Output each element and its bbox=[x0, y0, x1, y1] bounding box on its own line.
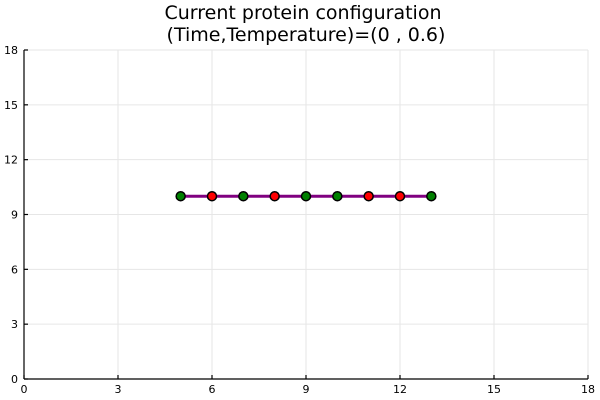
x-tick-label-2: 6 bbox=[209, 383, 216, 396]
residue-point-8 bbox=[426, 190, 437, 202]
x-tick-label-4: 12 bbox=[393, 383, 407, 396]
residue-point-7 bbox=[394, 190, 406, 202]
x-tick-label-3: 9 bbox=[303, 383, 310, 396]
x-tick-label-6: 18 bbox=[581, 383, 595, 396]
tick-labels: 0 3 6 9 12 15 18 0 3 6 9 12 15 18 bbox=[4, 44, 595, 396]
axes bbox=[23, 49, 589, 380]
chart-subtitle: (Time,Temperature)=(0 , 0.6) bbox=[167, 24, 446, 46]
residue-point-4 bbox=[300, 190, 312, 202]
y-tick-label-6: 18 bbox=[4, 44, 18, 57]
y-tick-label-3: 9 bbox=[11, 209, 18, 222]
grid bbox=[23, 49, 589, 380]
x-tick-label-0: 0 bbox=[21, 383, 28, 396]
residue-point-5 bbox=[332, 190, 343, 202]
residue-markers bbox=[175, 190, 437, 202]
chart-title: Current protein configuration bbox=[164, 2, 441, 24]
residue-point-6 bbox=[363, 190, 374, 202]
y-tick-label-0: 0 bbox=[11, 373, 18, 386]
residue-point-1 bbox=[206, 190, 218, 202]
y-tick-label-5: 15 bbox=[4, 99, 18, 112]
y-tick-label-2: 6 bbox=[11, 263, 18, 276]
y-tick-label-1: 3 bbox=[11, 318, 18, 331]
residue-point-2 bbox=[238, 190, 249, 202]
x-tick-label-1: 3 bbox=[115, 383, 122, 396]
residue-point-0 bbox=[175, 190, 186, 202]
y-tick-label-4: 12 bbox=[4, 154, 18, 167]
residue-point-3 bbox=[269, 190, 280, 202]
x-tick-label-5: 15 bbox=[487, 383, 501, 396]
